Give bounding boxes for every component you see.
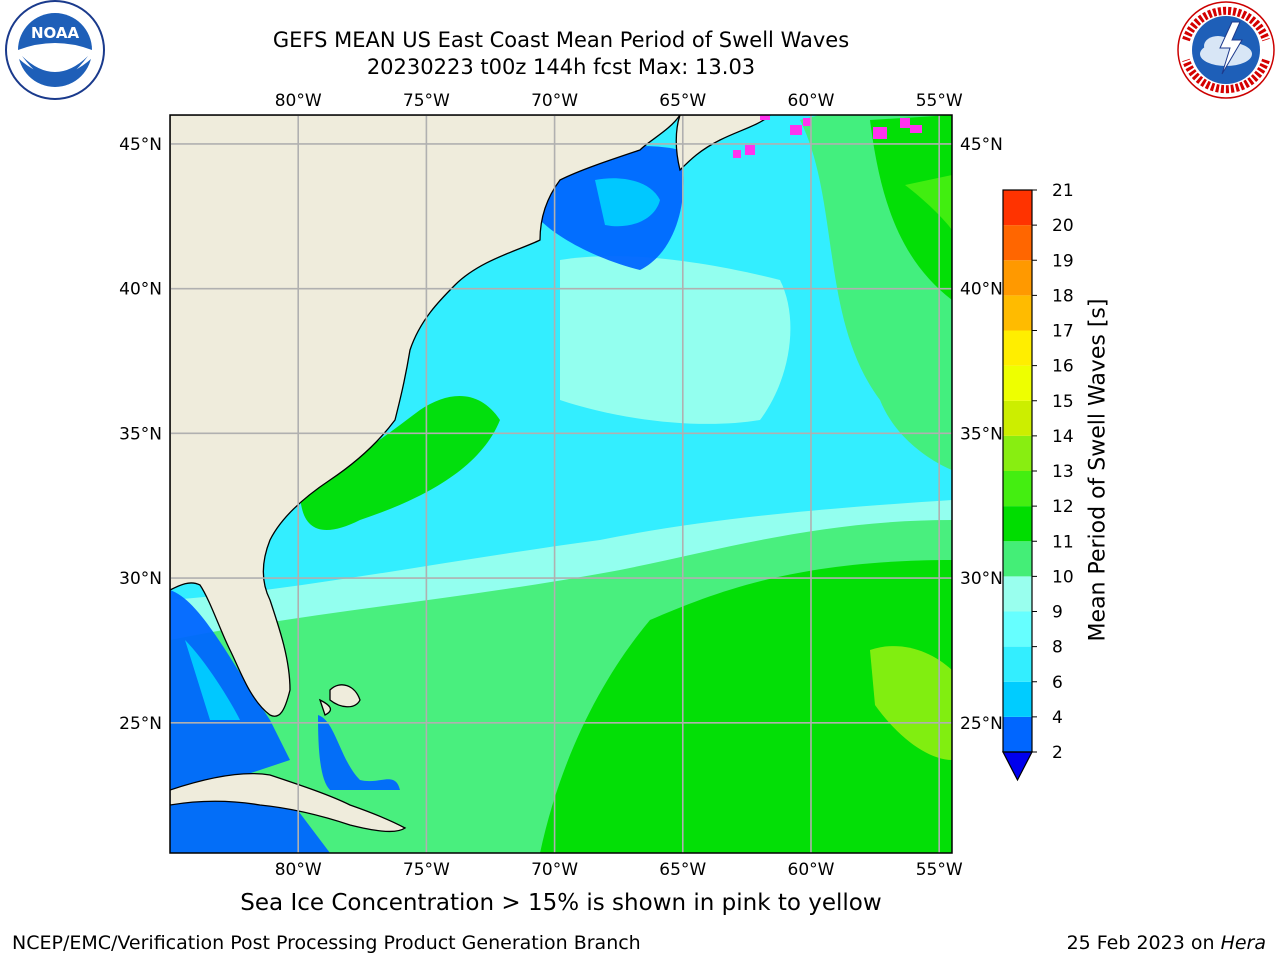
lon-label-bottom: 80°W xyxy=(275,860,322,880)
colorbar-segment xyxy=(1003,190,1032,226)
lon-label-bottom: 55°W xyxy=(916,860,963,880)
map-frame xyxy=(169,114,953,854)
footer-host: Hera xyxy=(1220,932,1266,954)
sea-ice-patch xyxy=(900,118,910,128)
colorbar-tick-label: 12 xyxy=(1052,497,1074,517)
map-subtitle: 20230223 t00z 144h fcst Max: 13.03 xyxy=(366,55,756,79)
lat-label-right: 30°N xyxy=(960,569,1003,589)
sea-ice-patch xyxy=(733,150,741,158)
sea-ice-patch xyxy=(760,115,770,120)
colorbar-tick-label: 17 xyxy=(1052,322,1074,342)
lat-label-right: 45°N xyxy=(960,135,1003,155)
lat-label-left: 35°N xyxy=(119,424,162,444)
colorbar-segment xyxy=(1003,471,1032,507)
sea-ice-patch xyxy=(910,125,922,133)
lat-label-right: 35°N xyxy=(960,424,1003,444)
colorbar-tick-label: 20 xyxy=(1052,216,1074,236)
colorbar-under-arrow xyxy=(1002,751,1033,782)
colorbar-segment xyxy=(1003,330,1032,366)
colorbar-segment xyxy=(1003,611,1032,647)
colorbar-tick-label: 19 xyxy=(1052,251,1074,271)
colorbar-segment xyxy=(1003,225,1032,261)
sea-ice-patch xyxy=(790,125,802,135)
sea-ice-patch xyxy=(745,145,755,155)
cuba-land xyxy=(170,773,407,833)
swell-zone-mid-light xyxy=(560,256,791,424)
lat-label-left: 45°N xyxy=(119,135,162,155)
swell-zone-coastal-green xyxy=(300,396,500,530)
lon-label-bottom: 60°W xyxy=(788,860,835,880)
lon-label-top: 60°W xyxy=(788,91,835,111)
colorbar-label: Mean Period of Swell Waves [s] xyxy=(1085,298,1111,642)
colorbar-segment xyxy=(1003,435,1032,471)
swell-zone-florida-straits xyxy=(170,590,290,800)
colorbar-tick-label: 9 xyxy=(1052,603,1063,623)
nova-scotia-land xyxy=(675,115,771,172)
lat-label-right: 40°N xyxy=(960,280,1003,300)
lat-label-left: 40°N xyxy=(119,280,162,300)
lon-label-top: 80°W xyxy=(275,91,322,111)
noaa-logo: NOAA xyxy=(5,0,105,100)
colorbar-tick-label: 21 xyxy=(1052,181,1074,201)
map-field xyxy=(170,115,952,853)
sea-ice-patch xyxy=(873,127,887,139)
colorbar-tick-label: 18 xyxy=(1052,286,1074,306)
footer-branch: NCEP/EMC/Verification Post Processing Pr… xyxy=(12,932,641,954)
swell-zone-east-12 xyxy=(905,175,952,230)
lat-label-left: 30°N xyxy=(119,569,162,589)
map-title: GEFS MEAN US East Coast Mean Period of S… xyxy=(272,28,850,52)
colorbar-tick-label: 14 xyxy=(1052,427,1074,447)
colorbar-tick-label: 8 xyxy=(1052,638,1063,658)
colorbar-segment xyxy=(1003,576,1032,612)
colorbar-tick-label: 16 xyxy=(1052,357,1074,377)
colorbar-segment xyxy=(1003,365,1032,401)
colorbar-segment xyxy=(1003,506,1032,542)
swell-zone-gulf-dark xyxy=(185,640,240,720)
lon-label-top: 75°W xyxy=(403,91,450,111)
colorbar-tick-label: 15 xyxy=(1052,392,1074,412)
colorbar-tick-label: 6 xyxy=(1052,673,1063,693)
lon-label-top: 55°W xyxy=(916,91,963,111)
sea-ice-patch xyxy=(803,118,811,126)
swell-zone-yellow xyxy=(870,646,952,760)
nws-logo xyxy=(1177,1,1275,99)
lat-label-left: 25°N xyxy=(119,714,162,734)
grand-bahama xyxy=(318,698,332,716)
sea-ice-caption: Sea Ice Concentration > 15% is shown in … xyxy=(240,890,882,916)
lon-label-top: 65°W xyxy=(659,91,706,111)
colorbar-tick-label: 13 xyxy=(1052,462,1074,482)
noaa-logo-text: NOAA xyxy=(31,24,80,42)
colorbar-tick-label: 11 xyxy=(1052,532,1074,552)
colorbar-segment xyxy=(1003,295,1032,331)
footer-date: 25 Feb 2023 on Hera xyxy=(1067,932,1266,954)
colorbar-segment xyxy=(1003,541,1032,577)
swell-zone-southeast xyxy=(540,560,952,853)
swell-zone-cuba-north xyxy=(170,800,330,853)
colorbar-segment xyxy=(1003,716,1032,752)
footer-date-text: 25 Feb 2023 on xyxy=(1066,932,1221,954)
colorbar-tick-label: 4 xyxy=(1052,708,1063,728)
lon-label-bottom: 70°W xyxy=(531,860,578,880)
lat-label-right: 25°N xyxy=(960,714,1003,734)
lon-label-bottom: 75°W xyxy=(403,860,450,880)
colorbar-tick-label: 2 xyxy=(1052,743,1063,763)
lon-label-bottom: 65°W xyxy=(659,860,706,880)
swell-zone-gulf-maine-mid xyxy=(595,178,660,227)
lon-label-top: 70°W xyxy=(531,91,578,111)
colorbar-segment xyxy=(1003,400,1032,436)
colorbar-segment xyxy=(1003,646,1032,682)
andros-island xyxy=(329,684,361,708)
colorbar-tick-label: 10 xyxy=(1052,567,1074,587)
colorbar-segment xyxy=(1003,260,1032,296)
swell-zone-east-green xyxy=(870,115,952,300)
colorbar-segment xyxy=(1003,681,1032,717)
swell-zone-bahamas-dark xyxy=(318,715,400,790)
